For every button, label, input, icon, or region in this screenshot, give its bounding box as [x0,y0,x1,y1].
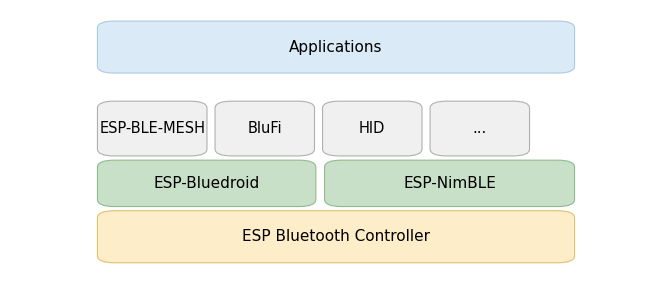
FancyBboxPatch shape [97,21,575,73]
Text: Applications: Applications [289,40,383,55]
Text: ESP Bluetooth Controller: ESP Bluetooth Controller [242,229,430,244]
Text: ESP-BLE-MESH: ESP-BLE-MESH [99,121,205,136]
FancyBboxPatch shape [215,101,314,156]
FancyBboxPatch shape [97,211,575,263]
Text: ...: ... [472,121,487,136]
Text: ESP-NimBLE: ESP-NimBLE [403,176,496,191]
FancyBboxPatch shape [325,160,575,207]
Text: HID: HID [359,121,386,136]
FancyBboxPatch shape [430,101,530,156]
Text: BluFi: BluFi [247,121,282,136]
FancyBboxPatch shape [97,101,207,156]
FancyBboxPatch shape [97,160,316,207]
Text: ESP-Bluedroid: ESP-Bluedroid [153,176,260,191]
FancyBboxPatch shape [323,101,422,156]
